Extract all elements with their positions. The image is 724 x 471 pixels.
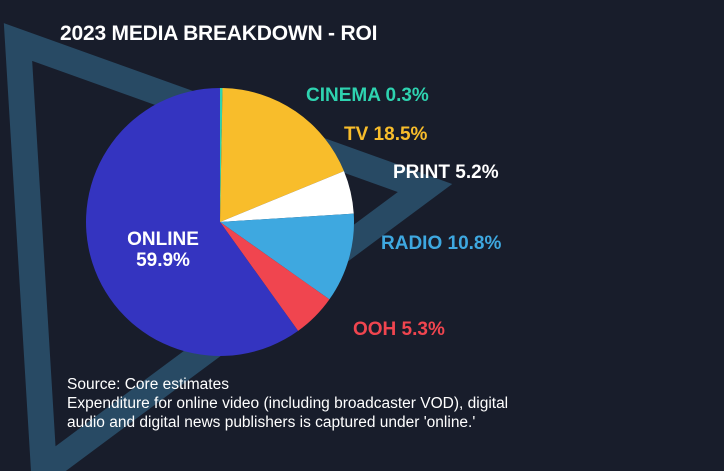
- slice-label-cinema: CINEMA 0.3%: [306, 85, 429, 106]
- slice-label-print: PRINT 5.2%: [393, 162, 499, 183]
- pie-slice-ooh: [220, 222, 330, 331]
- slice-label-radio: RADIO 10.8%: [381, 233, 502, 254]
- pie-slice-online: [85, 88, 299, 356]
- chart-title: 2023 MEDIA BREAKDOWN - ROI: [60, 22, 378, 45]
- footnote-source: Source: Core estimates: [67, 376, 229, 393]
- footnote-note-line-1: Expenditure for online video (including …: [67, 395, 509, 412]
- slice-label-online-value: 59.9%: [136, 249, 190, 271]
- footnote-note-line-2: audio and digital news publishers is cap…: [67, 414, 476, 431]
- slice-label-ooh: OOH 5.3%: [353, 319, 445, 340]
- slice-label-online-name: ONLINE: [127, 229, 199, 250]
- footnote: Source: Core estimates Expenditure for o…: [67, 375, 587, 432]
- slice-label-tv: TV 18.5%: [344, 124, 428, 145]
- slice-label-online: ONLINE 59.9%: [120, 229, 206, 272]
- pie-slice-print: [220, 171, 354, 222]
- pie-slice-tv: [220, 88, 344, 223]
- pie-slice-cinema: [220, 87, 223, 222]
- pie-slice-radio: [220, 213, 355, 300]
